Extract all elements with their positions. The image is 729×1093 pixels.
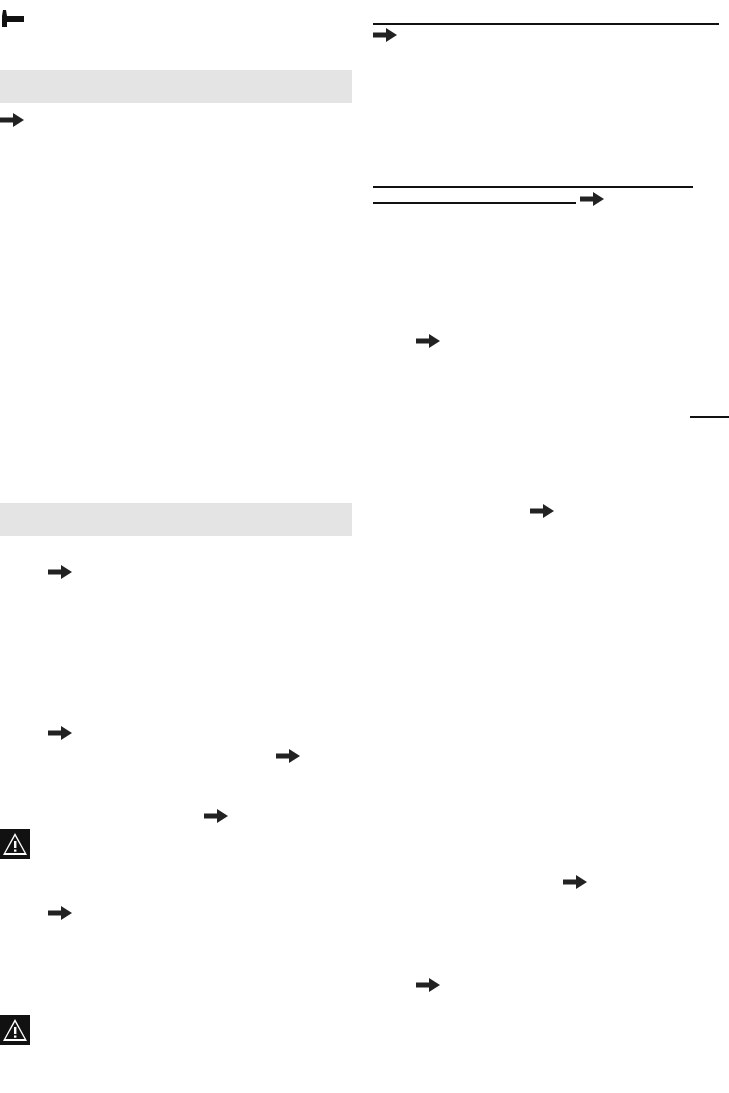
arrow-right-icon [204, 809, 228, 823]
section-heading-bar [0, 503, 352, 536]
arrow-right-icon [373, 28, 397, 42]
warning-triangle-icon [0, 1015, 30, 1045]
arrow-right-icon [416, 334, 440, 348]
arrow-right-icon [48, 565, 72, 579]
underline [373, 202, 576, 204]
arrow-right-icon [276, 749, 300, 763]
section-heading-bar [0, 70, 352, 103]
arrow-right-icon [0, 113, 24, 127]
arrow-right-icon [563, 875, 587, 889]
underline [690, 416, 729, 418]
arrow-right-icon [48, 726, 72, 740]
divider-line [373, 23, 719, 25]
hammer-icon [2, 10, 24, 27]
arrow-right-icon [530, 504, 554, 518]
arrow-right-icon [48, 906, 72, 920]
underline [373, 186, 693, 188]
warning-triangle-icon [0, 829, 30, 859]
arrow-right-icon [416, 978, 440, 992]
arrow-right-icon [580, 192, 604, 206]
